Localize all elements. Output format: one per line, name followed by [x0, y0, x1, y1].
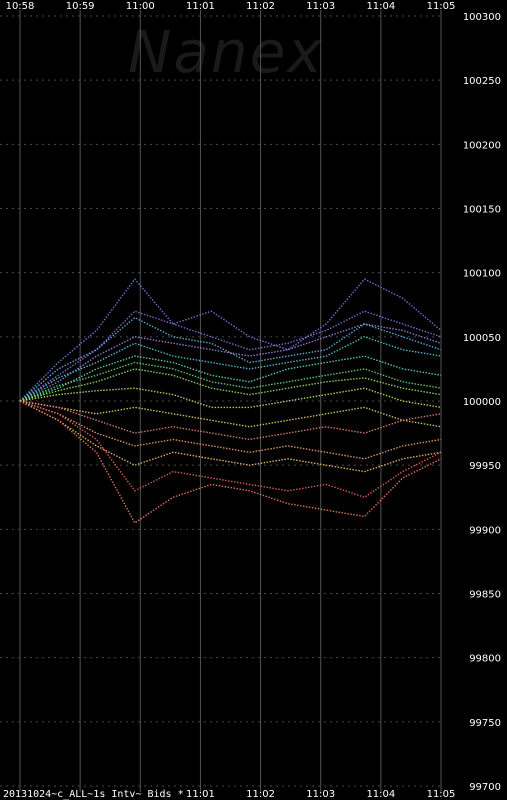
series-line: [19, 387, 442, 409]
series-line: [19, 400, 442, 473]
series-layer: [19, 278, 442, 524]
series-line: [19, 323, 442, 402]
y-tick-label: 100150: [463, 205, 501, 216]
x-tick-label-top: 10:59: [66, 1, 95, 12]
x-tick-label-top: 11:02: [246, 1, 275, 12]
x-tick-label-bottom: 11:03: [306, 789, 335, 800]
y-tick-label: 100100: [463, 269, 501, 280]
series-line: [19, 368, 442, 402]
series-line: [19, 400, 442, 524]
watermark-text: Nanex: [128, 18, 324, 86]
x-axis-top: 10:58 10:59 11:00 11:01 11:02 11:03 11:04 11:05: [6, 1, 456, 12]
y-tick-label: 100050: [463, 333, 501, 344]
y-axis: 100300 100250 100200 100150 100100 100050 1000…: [463, 12, 501, 793]
y-tick-label: 100200: [463, 140, 501, 151]
x-tick-label-bottom: 11:04: [366, 789, 395, 800]
y-tick-label: 100000: [463, 397, 501, 408]
y-tick-label: 100250: [463, 76, 501, 87]
x-tick-label-top: 11:00: [126, 1, 155, 12]
y-tick-label: 99750: [469, 718, 501, 729]
y-tick-label: 99950: [469, 461, 501, 472]
x-tick-label-top: 10:58: [6, 1, 35, 12]
x-tick-label-top: 11:04: [366, 1, 395, 12]
series-line: [19, 310, 442, 402]
grid-lines: [0, 10, 442, 792]
x-tick-label-bottom: 11:01: [186, 789, 215, 800]
series-line: [19, 355, 442, 402]
series-line: [19, 400, 442, 428]
series-line: [19, 400, 442, 441]
x-tick-label-bottom: 11:02: [246, 789, 275, 800]
y-tick-label: 99850: [469, 590, 501, 601]
series-line: [19, 400, 442, 498]
x-tick-label-top: 11:01: [186, 1, 215, 12]
y-tick-label: 99900: [469, 525, 501, 536]
x-tick-label-bottom: 11:05: [427, 789, 456, 800]
y-tick-label: 99700: [469, 782, 501, 793]
x-tick-label-top: 11:03: [306, 1, 335, 12]
series-line: [19, 361, 442, 402]
series-line: [19, 400, 442, 460]
y-tick-label: 100300: [463, 12, 501, 23]
series-line: [19, 278, 442, 402]
x-tick-label-top: 11:05: [427, 1, 456, 12]
y-tick-label: 99800: [469, 654, 501, 665]
series-line: [19, 336, 442, 402]
footer-label: 20131024~c_ALL~1s Intv~ Bids *: [3, 789, 184, 800]
x-axis-bottom: 11:01 11:02 11:03 11:04 11:05: [186, 789, 455, 800]
